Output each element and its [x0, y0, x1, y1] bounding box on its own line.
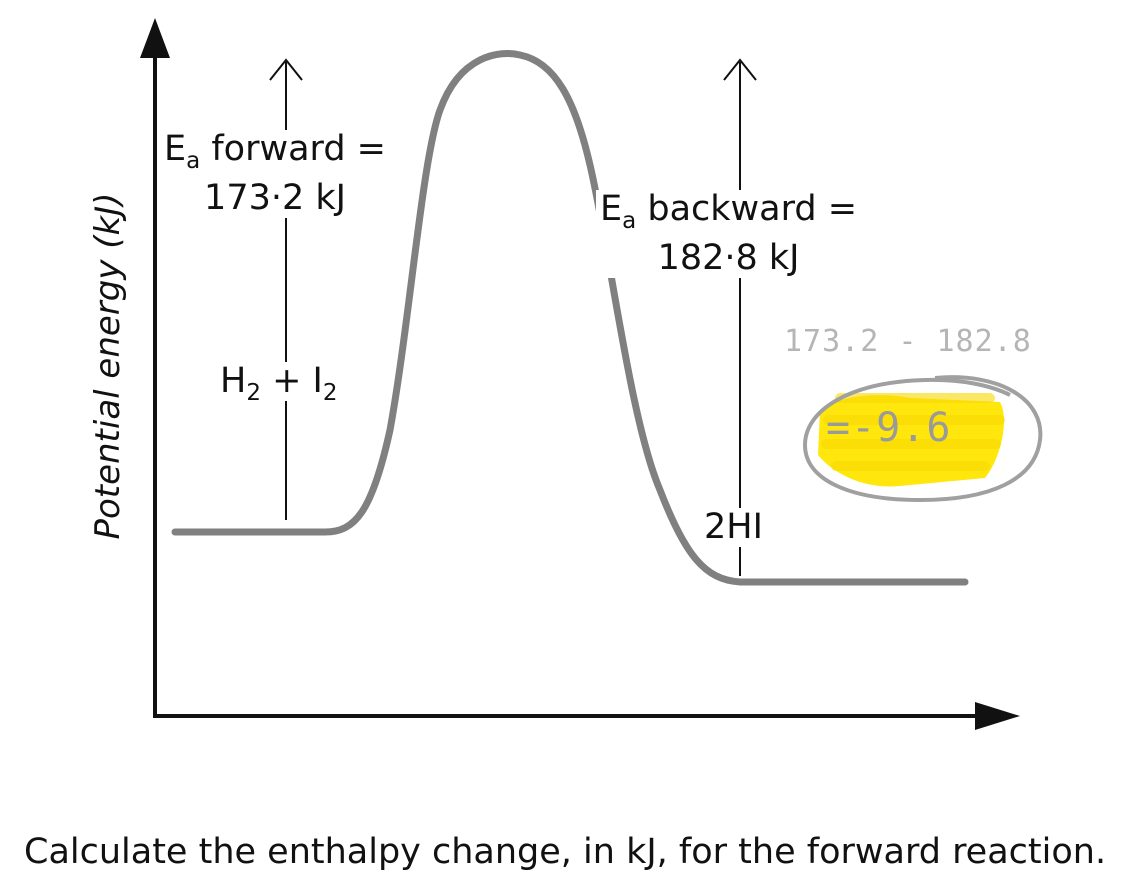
- reactants-label: H2 + I2: [216, 362, 342, 405]
- highlight-strokes: [821, 393, 1005, 471]
- ea-backward-arrowhead: [723, 58, 757, 81]
- ea-backward-label: Ea backward = 182·8 kJ: [596, 190, 862, 278]
- handwritten-calculation: 173.2 - 182.8: [784, 324, 1032, 359]
- products-label: 2HI: [700, 508, 767, 547]
- y-axis-label: Potential energy (kJ): [88, 192, 128, 540]
- question-text: Calculate the enthalpy change, in kJ, fo…: [24, 832, 1107, 872]
- ea-forward-arrowhead: [269, 58, 303, 81]
- energy-profile-curve: [171, 50, 969, 586]
- answer-circle: [802, 375, 1043, 503]
- y-axis-arrowhead: [140, 18, 170, 58]
- ea-forward-value: 173·2 kJ: [204, 178, 346, 218]
- x-axis-arrowhead: [975, 702, 1020, 730]
- handwritten-answer: =-9.6: [826, 405, 952, 451]
- ea-backward-value: 182·8 kJ: [657, 238, 800, 278]
- ea-forward-label: Ea forward = 173·2 kJ: [160, 130, 391, 218]
